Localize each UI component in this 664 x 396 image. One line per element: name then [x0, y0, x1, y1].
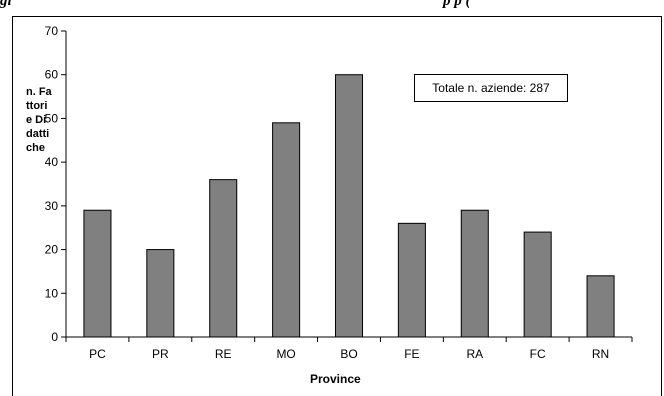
total-annotation: Totale n. aziende: 287	[414, 74, 568, 102]
y-tick-label: 10	[45, 286, 59, 300]
y-axis-label: n. Fattorie Didattiche	[26, 86, 52, 154]
figure-caption: gi p p (	[0, 0, 664, 11]
chart-frame	[12, 16, 662, 396]
x-tick-label: RA	[466, 347, 483, 361]
x-tick-label: PR	[152, 347, 169, 361]
bar-mo	[272, 122, 301, 338]
x-tick-label: BO	[340, 347, 357, 361]
y-tick-label: 0	[51, 330, 58, 344]
bar-pc	[83, 209, 112, 338]
x-tick-label: MO	[276, 347, 295, 361]
y-tick-label: 60	[45, 68, 59, 82]
bar-rn	[586, 275, 615, 338]
bar-fe	[397, 222, 426, 338]
x-tick-label: RN	[592, 347, 609, 361]
caption-right: p p (	[443, 0, 471, 9]
x-axis-label: Province	[310, 372, 361, 386]
x-tick-label: RE	[215, 347, 232, 361]
y-tick-label: 20	[45, 243, 59, 257]
x-tick-label: PC	[89, 347, 106, 361]
y-tick-label: 30	[45, 199, 59, 213]
x-tick-label: FC	[530, 347, 546, 361]
y-tick-label: 50	[45, 111, 59, 125]
bar-re	[209, 179, 238, 338]
caption-left: gi	[0, 0, 12, 9]
y-tick-label: 70	[45, 24, 59, 38]
bar-pr	[146, 249, 175, 338]
y-tick-label: 40	[45, 155, 59, 169]
x-tick-label: FE	[404, 347, 419, 361]
bar-ra	[460, 209, 489, 338]
bar-fc	[523, 231, 552, 338]
bar-bo	[334, 74, 364, 338]
